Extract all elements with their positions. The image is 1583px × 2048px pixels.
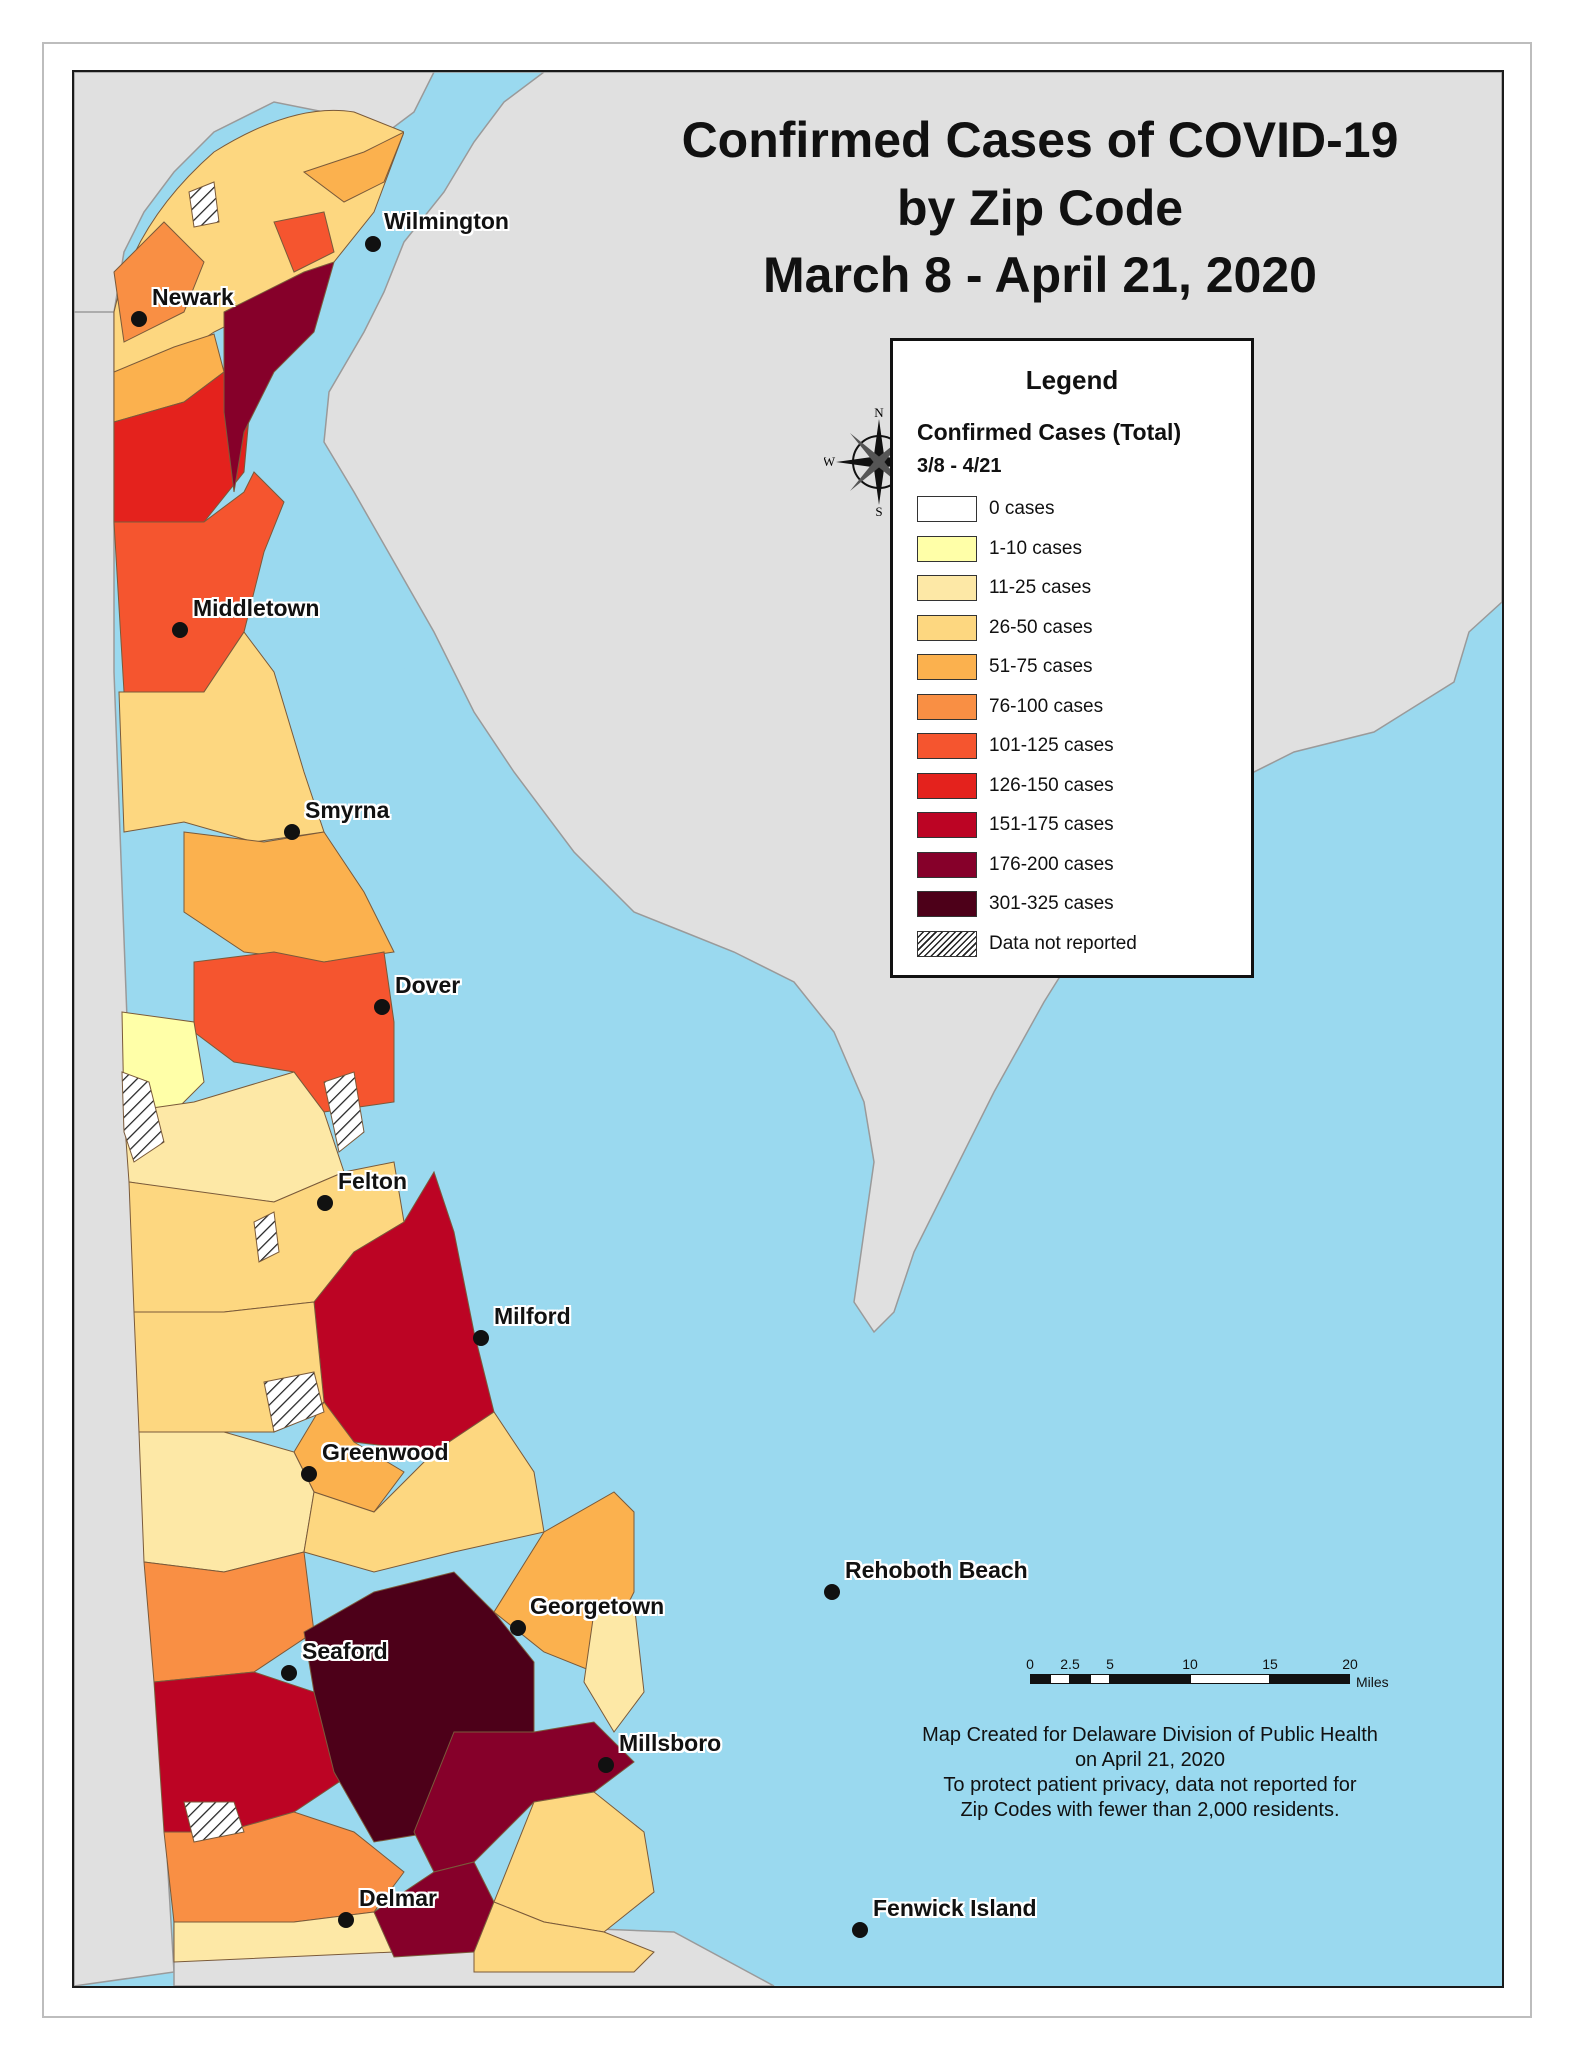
scale-tick-label: 10 bbox=[1182, 1656, 1198, 1672]
legend-subtitle: Confirmed Cases (Total) bbox=[917, 419, 1182, 445]
scale-tick-label: 2.5 bbox=[1060, 1656, 1080, 1672]
legend-item: 176-200 cases bbox=[917, 851, 1114, 879]
map-frame: N S E W bbox=[72, 70, 1504, 1988]
legend-item: 11-25 cases bbox=[917, 574, 1091, 602]
city-dot bbox=[824, 1584, 840, 1600]
city-label: Delmar bbox=[359, 1885, 437, 1911]
city-dot bbox=[131, 311, 147, 327]
legend-swatch bbox=[917, 851, 977, 878]
legend-swatch bbox=[917, 891, 977, 917]
legend-swatch bbox=[917, 535, 977, 562]
scale-bar-segment bbox=[1190, 1674, 1270, 1684]
compass-n: N bbox=[874, 407, 884, 420]
legend-item: 126-150 cases bbox=[917, 772, 1114, 800]
city-dot bbox=[852, 1922, 868, 1938]
city-label: Milford bbox=[494, 1303, 571, 1329]
city-dot bbox=[317, 1195, 333, 1211]
legend-label: 1-10 cases bbox=[989, 537, 1082, 559]
legend-item: 301-325 cases bbox=[917, 890, 1114, 918]
city-dot bbox=[374, 999, 390, 1015]
legend-label: 11-25 cases bbox=[989, 577, 1092, 598]
scale-tick-label: 5 bbox=[1106, 1656, 1114, 1672]
city-label: Felton bbox=[338, 1168, 407, 1194]
outer-frame bbox=[42, 42, 1532, 2018]
legend-panel: Legend Confirmed Cases (Total) 3/8 - 4/2… bbox=[890, 338, 1254, 978]
scale-bar-segment bbox=[1050, 1674, 1070, 1684]
scale-bar-segment bbox=[1070, 1674, 1090, 1684]
legend-item: 51-75 cases bbox=[917, 653, 1093, 681]
scale-bar-segment bbox=[1030, 1674, 1050, 1684]
legend-label: Data not reported bbox=[989, 932, 1137, 954]
legend-item: 101-125 cases bbox=[917, 732, 1114, 760]
scale-bar-segment bbox=[1110, 1674, 1190, 1684]
legend-swatch bbox=[917, 693, 977, 720]
legend-swatch bbox=[917, 614, 977, 641]
city-label: Greenwood bbox=[322, 1439, 449, 1465]
city-label: Fenwick Island bbox=[873, 1895, 1037, 1921]
map-title-line3: March 8 - April 21, 2020 bbox=[763, 247, 1317, 303]
map-note-line2: on April 21, 2020 bbox=[1074, 1749, 1226, 1771]
scale-bar-segment bbox=[1270, 1674, 1350, 1684]
city-label: Dover bbox=[395, 972, 461, 998]
legend-label: 126-150 cases bbox=[989, 774, 1114, 796]
legend-item: 0 cases bbox=[917, 495, 1054, 523]
legend-label: 76-100 cases bbox=[989, 695, 1104, 717]
legend-label: 151-175 cases bbox=[989, 814, 1114, 835]
legend-swatch bbox=[917, 654, 977, 680]
scale-tick-label: 20 bbox=[1342, 1656, 1358, 1672]
city-dot bbox=[473, 1330, 489, 1346]
city-dot bbox=[365, 236, 381, 252]
city-dot bbox=[281, 1665, 297, 1681]
city-dot bbox=[301, 1466, 317, 1482]
scale-unit: Miles bbox=[1356, 1674, 1389, 1690]
city-label: Middletown bbox=[193, 595, 320, 621]
map-canvas bbox=[74, 72, 1502, 1986]
city-label: Rehoboth Beach bbox=[845, 1557, 1028, 1583]
compass-s: S bbox=[875, 504, 882, 517]
legend-label: 26-50 cases bbox=[989, 616, 1093, 638]
legend-label: 301-325 cases bbox=[989, 893, 1114, 914]
city-label: Millsboro bbox=[619, 1730, 722, 1756]
map-note-line1: Map Created for Delaware Division of Pub… bbox=[922, 1724, 1378, 1746]
legend-title: Legend bbox=[1025, 365, 1119, 395]
legend-swatch bbox=[917, 930, 977, 957]
city-label: Wilmington bbox=[384, 208, 509, 234]
scale-bar-segment bbox=[1090, 1674, 1110, 1684]
map-title-line1: Confirmed Cases of COVID-19 bbox=[681, 112, 1399, 168]
legend-swatch bbox=[917, 772, 977, 799]
map-title-line2: by Zip Code bbox=[896, 180, 1184, 236]
city-label: Smyrna bbox=[305, 797, 390, 823]
compass-w: W bbox=[824, 454, 836, 469]
legend-item: 151-175 cases bbox=[917, 811, 1114, 839]
scale-tick-label: 15 bbox=[1262, 1656, 1278, 1672]
city-label: Newark bbox=[152, 284, 234, 310]
scale-bar: 0 2.5 5 10 15 20 Miles bbox=[1026, 1656, 1389, 1696]
legend-swatch bbox=[917, 575, 977, 601]
map-note-line4: Zip Codes with fewer than 2,000 resident… bbox=[960, 1799, 1340, 1821]
legend-item: 76-100 cases bbox=[917, 693, 1103, 721]
legend-item: Data not reported bbox=[917, 930, 1137, 958]
legend-period: 3/8 - 4/21 bbox=[917, 455, 1002, 477]
scale-tick-label: 0 bbox=[1026, 1656, 1034, 1672]
city-dot bbox=[338, 1912, 354, 1928]
city-dot bbox=[510, 1620, 526, 1636]
legend-swatch bbox=[917, 812, 977, 838]
city-dot bbox=[598, 1757, 614, 1773]
legend-item: 1-10 cases bbox=[917, 535, 1082, 563]
city-label: Seaford bbox=[302, 1638, 388, 1664]
legend-swatch bbox=[917, 733, 977, 759]
city-dot bbox=[172, 622, 188, 638]
legend-swatch bbox=[917, 496, 977, 522]
city-label: Georgetown bbox=[530, 1593, 665, 1619]
legend-label: 176-200 cases bbox=[989, 853, 1114, 875]
legend-label: 101-125 cases bbox=[989, 735, 1114, 756]
legend-item: 26-50 cases bbox=[917, 614, 1093, 642]
city-dot bbox=[284, 824, 300, 840]
legend-label: 51-75 cases bbox=[989, 656, 1093, 677]
map-note-line3: To protect patient privacy, data not rep… bbox=[943, 1774, 1357, 1796]
legend-label: 0 cases bbox=[989, 498, 1055, 519]
